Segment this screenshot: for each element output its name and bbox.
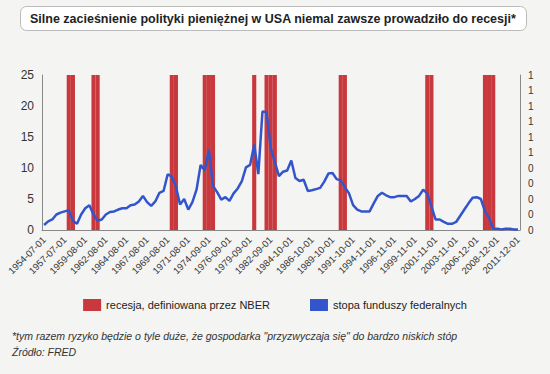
svg-text:1979-09-01: 1979-09-01 (211, 234, 254, 277)
svg-text:0: 0 (528, 225, 534, 236)
svg-text:Źródło: FRED: Źródło: FRED (11, 346, 77, 358)
svg-text:1959-08-01: 1959-08-01 (47, 234, 90, 277)
svg-text:0: 0 (528, 209, 534, 220)
svg-text:2011-12-01: 2011-12-01 (480, 234, 522, 276)
svg-text:20: 20 (21, 99, 35, 113)
svg-text:Silne zacieśnienie polityki pi: Silne zacieśnienie polityki pieniężnej w… (30, 12, 516, 26)
svg-text:1: 1 (528, 116, 534, 127)
svg-text:1954-07-01: 1954-07-01 (5, 234, 48, 277)
svg-text:1: 1 (528, 101, 534, 112)
svg-text:1971-08-01: 1971-08-01 (150, 234, 193, 277)
svg-text:1986-10-01: 1986-10-01 (273, 234, 316, 277)
svg-text:1: 1 (528, 132, 534, 143)
svg-text:1976-09-01: 1976-09-01 (191, 234, 234, 277)
svg-text:25: 25 (21, 68, 35, 82)
svg-text:1969-08-01: 1969-08-01 (129, 234, 172, 277)
svg-text:1996-11-01: 1996-11-01 (356, 234, 399, 276)
svg-text:1982-09-01: 1982-09-01 (232, 234, 275, 277)
svg-text:2006-12-01: 2006-12-01 (438, 234, 481, 277)
svg-text:0: 0 (528, 194, 534, 205)
svg-text:1984-10-01: 1984-10-01 (253, 234, 296, 277)
svg-text:1991-10-01: 1991-10-01 (314, 234, 357, 277)
svg-text:0: 0 (528, 178, 534, 189)
svg-text:0: 0 (27, 223, 34, 237)
svg-text:1962-08-01: 1962-08-01 (67, 234, 110, 277)
svg-text:1: 1 (528, 70, 534, 81)
svg-text:2008-12-01: 2008-12-01 (459, 234, 502, 277)
svg-text:1994-11-01: 1994-11-01 (336, 234, 378, 276)
svg-text:0: 0 (528, 163, 534, 174)
svg-text:1957-07-01: 1957-07-01 (26, 234, 69, 277)
svg-text:recesja, definiowana przez NBE: recesja, definiowana przez NBER (106, 299, 270, 311)
svg-text:*tym razem ryzyko będzie o tyl: *tym razem ryzyko będzie o tyle duże, że… (12, 330, 457, 342)
svg-text:15: 15 (21, 130, 35, 144)
svg-text:1999-11-01: 1999-11-01 (377, 234, 419, 276)
svg-text:stopa funduszy federalnych: stopa funduszy federalnych (333, 299, 467, 311)
svg-text:1: 1 (528, 85, 534, 96)
svg-text:1: 1 (528, 147, 534, 158)
svg-text:1967-08-01: 1967-08-01 (108, 234, 151, 277)
svg-text:1964-08-01: 1964-08-01 (88, 234, 131, 277)
svg-text:10: 10 (21, 161, 35, 175)
svg-text:1974-09-01: 1974-09-01 (170, 234, 213, 277)
svg-text:5: 5 (27, 192, 34, 206)
svg-text:2001-11-01: 2001-11-01 (397, 234, 440, 276)
svg-text:1989-10-01: 1989-10-01 (294, 234, 337, 277)
svg-text:2003-11-01: 2003-11-01 (418, 234, 460, 276)
